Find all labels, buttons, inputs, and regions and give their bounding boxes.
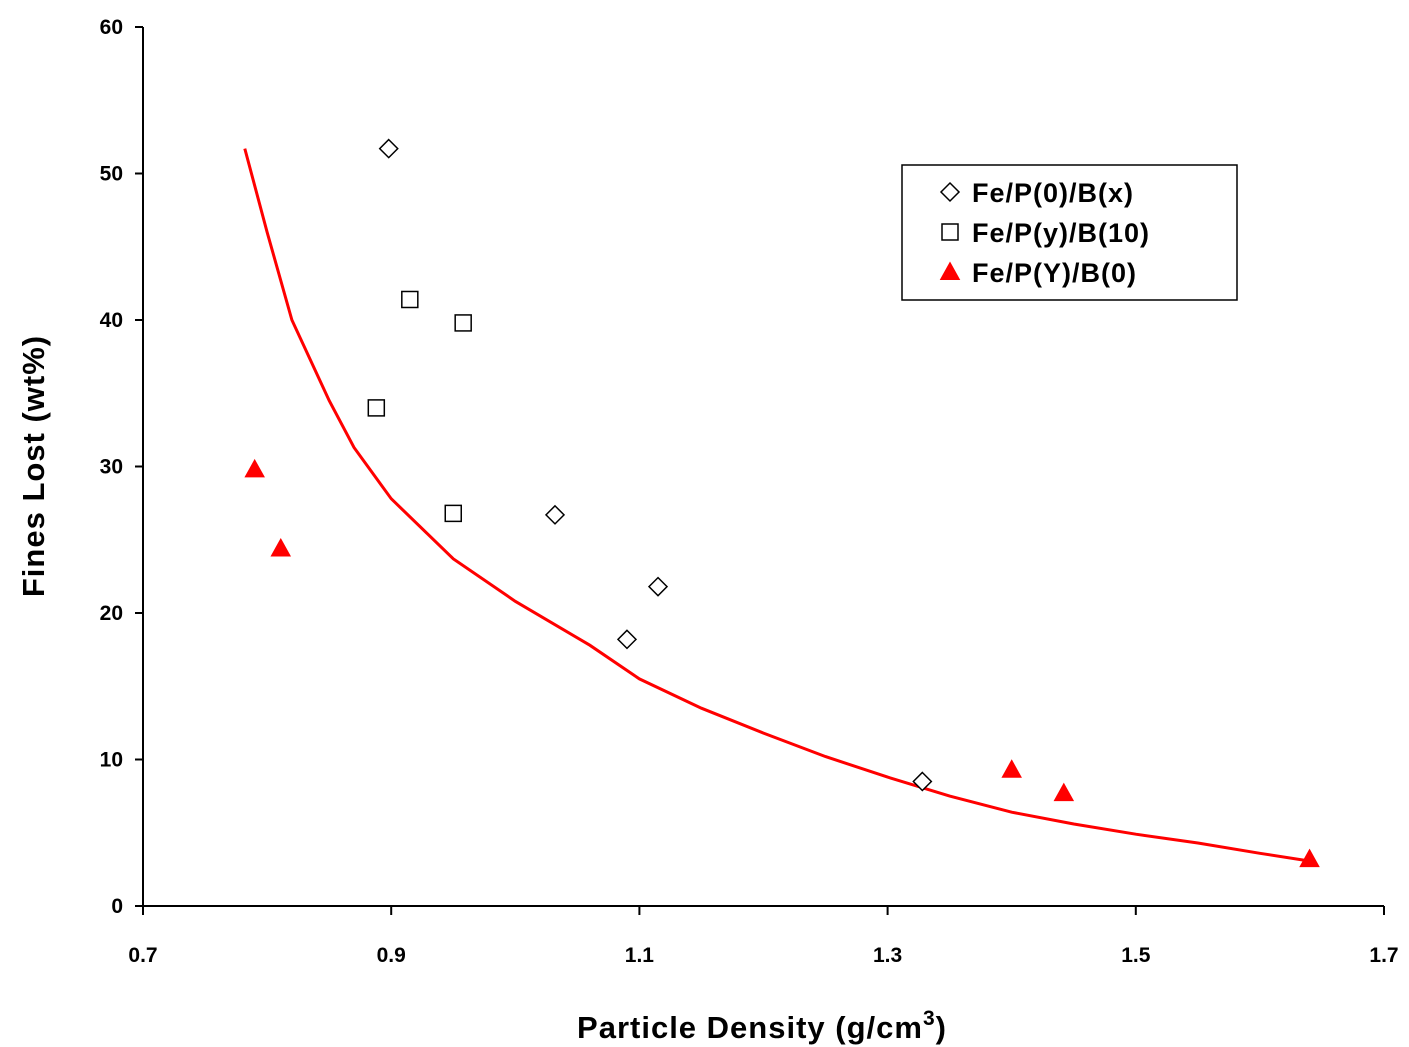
- y-axis-title: Fines Lost (wt%): [16, 335, 51, 597]
- x-axis-title-close: ): [936, 1010, 947, 1045]
- legend: Fe/P(0)/B(x) Fe/P(y)/B(10) Fe/P(Y)/B(0): [901, 164, 1238, 301]
- triangle-data-point: [270, 537, 292, 557]
- square-data-point: [454, 314, 472, 332]
- diamond-data-point: [378, 138, 399, 159]
- square-data-point: [444, 504, 462, 523]
- legend-marker-square: [941, 223, 959, 241]
- y-tick-label: 50: [100, 163, 123, 186]
- diamond-data-point: [616, 629, 638, 650]
- x-axis-title-superscript: 3: [923, 1007, 936, 1030]
- square-data-point: [367, 399, 386, 417]
- data-markers: [244, 138, 1320, 868]
- diamond-data-point: [647, 576, 669, 597]
- x-tick-label: 1.7: [1369, 944, 1398, 967]
- legend-marker-triangle: [939, 261, 961, 280]
- y-tick-label: 40: [100, 309, 123, 332]
- y-tick-label: 60: [100, 16, 123, 39]
- triangle-data-point: [1001, 759, 1022, 778]
- diamond-data-point: [544, 504, 566, 525]
- triangle-data-point: [244, 458, 265, 478]
- diamond-data-point: [912, 771, 933, 792]
- y-tick-label: 10: [100, 749, 123, 772]
- y-axis-ticks: 0 10 20 30 40 50 60: [100, 16, 143, 918]
- legend-label: Fe/P(0)/B(x): [972, 178, 1134, 208]
- legend-label: Fe/P(y)/B(10): [972, 218, 1150, 248]
- fit-curve-line: [243, 148, 1316, 864]
- legend-marker-diamond: [939, 181, 961, 203]
- x-axis-title: Particle Density (g/cm3): [577, 1007, 947, 1045]
- square-data-point: [401, 290, 419, 309]
- y-tick-label: 30: [100, 456, 123, 479]
- triangle-data-point: [1299, 848, 1320, 868]
- triangle-data-point: [1053, 782, 1075, 802]
- x-axis-ticks: 0.7 0.9 1.1 1.3 1.5 1.7: [128, 906, 1399, 967]
- legend-label: Fe/P(Y)/B(0): [972, 258, 1137, 288]
- x-tick-label: 0.9: [377, 944, 406, 967]
- x-axis-title-main: Particle Density (g/cm: [577, 1010, 923, 1045]
- y-tick-label: 0: [111, 895, 123, 918]
- x-tick-label: 1.5: [1121, 944, 1151, 967]
- y-tick-label: 20: [100, 602, 123, 625]
- x-tick-label: 1.1: [625, 944, 655, 967]
- legend-items: Fe/P(0)/B(x) Fe/P(y)/B(10) Fe/P(Y)/B(0): [939, 178, 1150, 288]
- x-tick-label: 0.7: [128, 944, 157, 967]
- x-tick-label: 1.3: [873, 944, 902, 967]
